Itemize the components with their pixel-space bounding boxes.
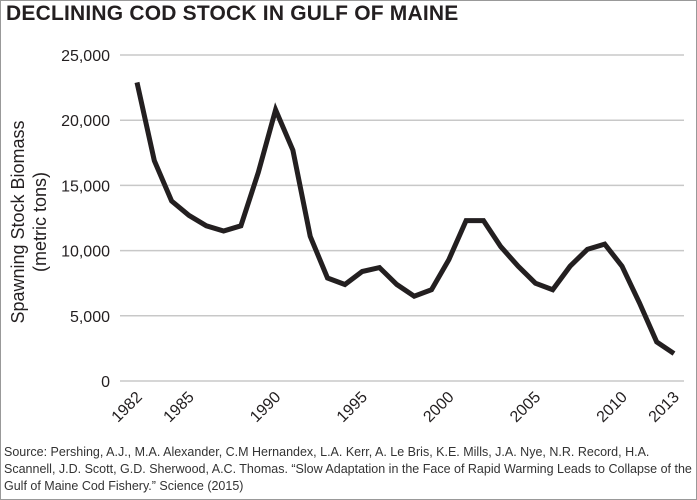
y-tick-label: 25,000 [61, 48, 110, 65]
y-tick-label: 10,000 [61, 244, 110, 261]
x-tick-label: 2013 [646, 389, 683, 426]
y-tick-label: 20,000 [61, 113, 110, 130]
y-tick-label: 0 [101, 374, 110, 391]
y-tick-label: 15,000 [61, 178, 110, 195]
chart-title: DECLINING COD STOCK IN GULF OF MAINE [6, 2, 459, 25]
y-axis-label-line1: Spawning Stock Biomass [8, 120, 28, 323]
x-tick-label: 1985 [161, 389, 198, 426]
series-line [134, 81, 676, 356]
x-tick-label: 1995 [334, 389, 371, 426]
x-tick-label: 1990 [247, 389, 284, 426]
line-chart: 0 5,000 10,000 15,000 20,000 25,000 1982 1985 1… [8, 48, 684, 426]
x-tick-label: 2010 [594, 389, 631, 426]
source-citation: Source: Pershing, A.J., M.A. Alexander, … [4, 445, 692, 493]
x-tick-label: 1982 [109, 389, 146, 426]
y-axis-label-line2: (metric tons) [30, 172, 50, 272]
y-tick-label: 5,000 [70, 309, 110, 326]
x-tick-label: 2000 [420, 389, 457, 426]
x-tick-label: 2005 [507, 389, 544, 426]
